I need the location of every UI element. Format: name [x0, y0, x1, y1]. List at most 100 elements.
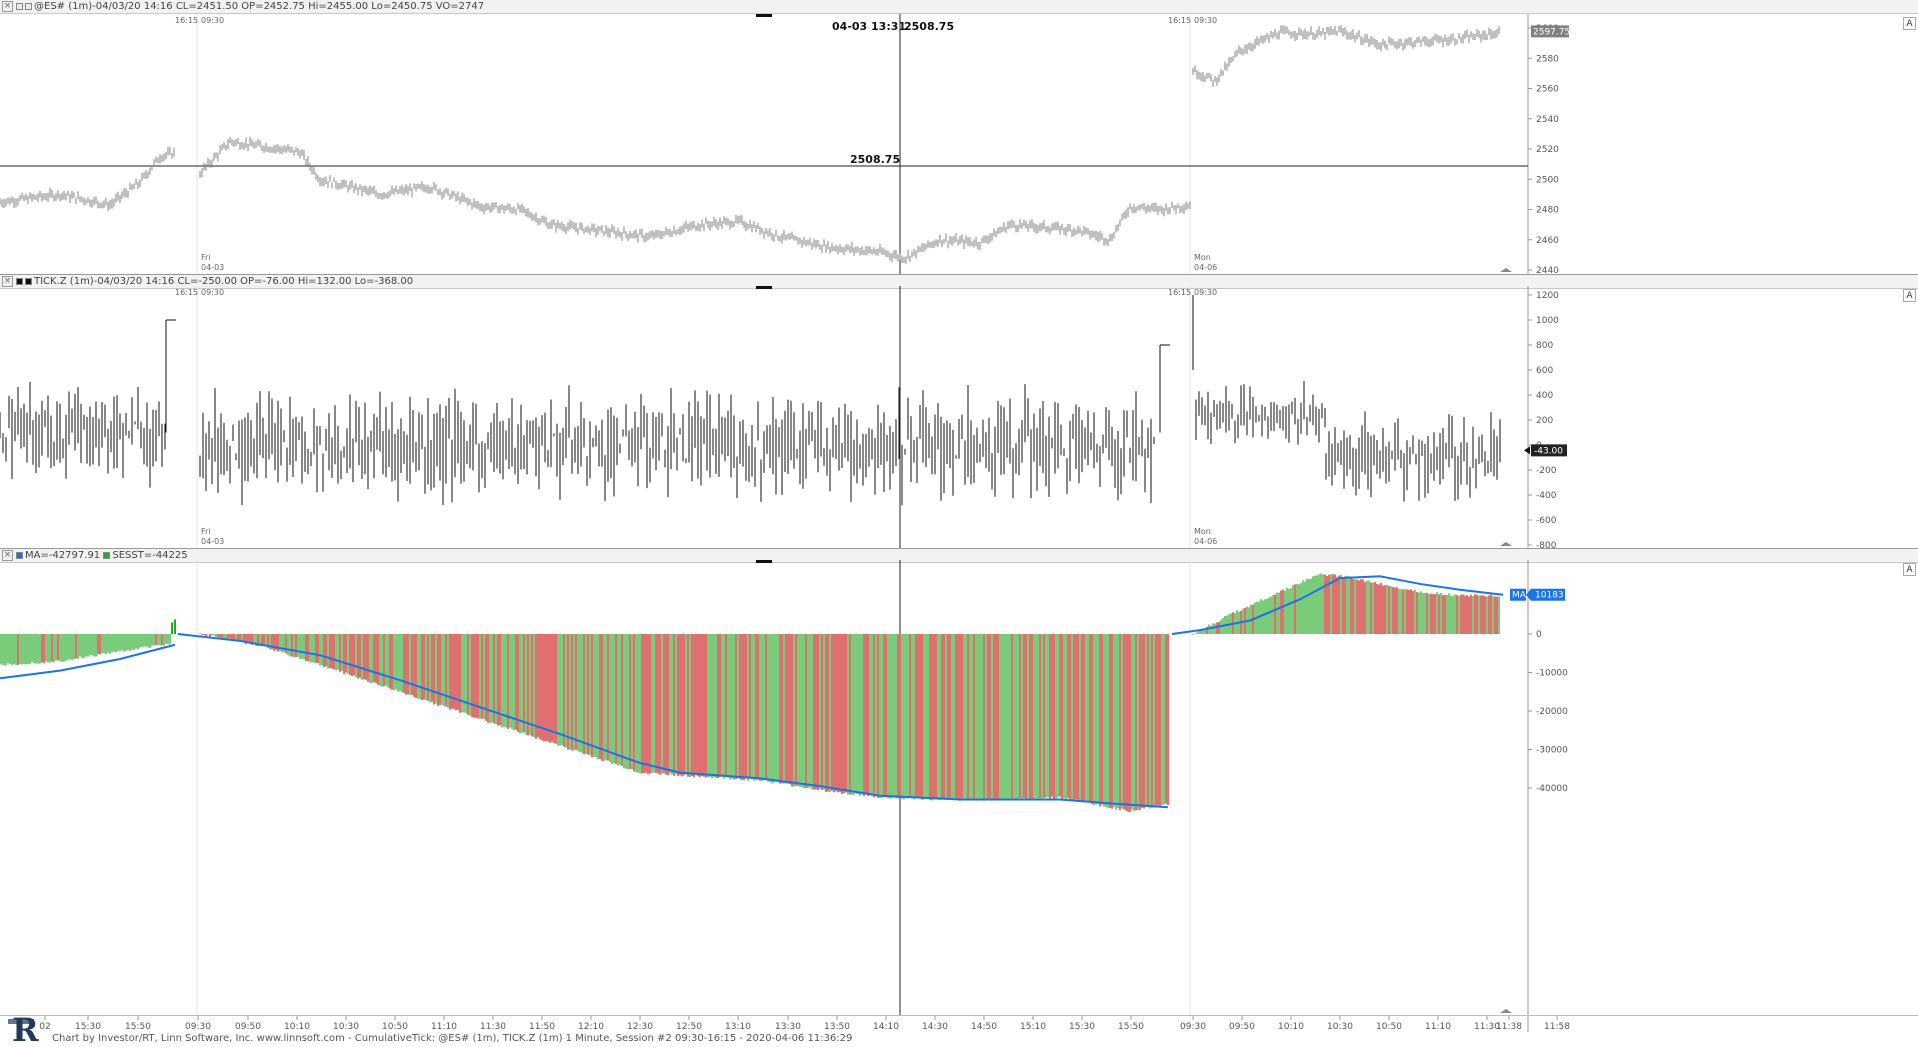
x-axis-tick-label: 11:58 [1544, 1022, 1570, 1032]
x-axis-tick-label: 10:10 [284, 1022, 310, 1032]
x-axis-tick-label: 13:10 [725, 1022, 751, 1032]
last-value-pointer-icon [1524, 446, 1530, 455]
date-label: 04-03 [201, 263, 224, 272]
ma-pointer-icon [1526, 588, 1531, 601]
y-axis-tick-label: 600 [1536, 366, 1553, 376]
crosshair-value-label: 2508.75 [904, 20, 954, 33]
y-axis-tick-label: -200 [1536, 466, 1557, 476]
x-axis-tick-label: 09:30 [185, 1022, 211, 1032]
x-axis-tick-label: 13:30 [775, 1022, 801, 1032]
y-axis-tick-label: -400 [1536, 491, 1557, 501]
symbol-swatch-icon [25, 277, 32, 285]
y-axis-tick-label: 200 [1536, 416, 1553, 426]
cumtick-pane-titlebar: × MA=-42797.91 SESST=-44225 [0, 548, 1918, 563]
x-axis-tick-label: 14:10 [873, 1022, 899, 1032]
autoscale-button[interactable]: A [1903, 289, 1916, 302]
legend-sesst: SESST=-44225 [112, 550, 188, 561]
y-axis-tick-label: 1000 [1536, 316, 1559, 326]
day-label: Mon [1194, 253, 1211, 262]
x-axis-tick-label: 10:50 [1376, 1022, 1402, 1032]
footer-credit: Chart by Investor/RT, Linn Software, Inc… [52, 1033, 853, 1044]
y-axis-tick-label: -800 [1536, 541, 1557, 548]
date-label: 04-06 [1194, 537, 1217, 546]
cumtick-pane: × MA=-42797.91 SESST=-44225 0 -10000 -20000… [0, 548, 1918, 1015]
crosshair-price-label: 2508.75 [850, 153, 900, 166]
time-axis-labels: 02 15:30 15:50 09:30 09:50 10:10 10:30 10:50 11:… [39, 1016, 1570, 1032]
day-label: Fri [201, 527, 211, 536]
ma-swatch-icon [16, 551, 23, 559]
x-axis-tick-label: 15:30 [1069, 1022, 1095, 1032]
pane-resize-handle [756, 286, 772, 289]
tick-chart[interactable]: 120010008006004002000-200-400-600-80016:… [0, 274, 1918, 548]
symbol-swatch-icon [16, 277, 23, 285]
ma-value: 10183 [1535, 591, 1564, 601]
session-start-label: 09:30 [201, 288, 224, 297]
x-axis-tick-label: 11:10 [431, 1022, 457, 1032]
y-axis-tick-label: 2440 [1536, 266, 1559, 274]
price-pane-titlebar: × @ES# (1m)-04/03/20 14:16 CL=2451.50 OP=… [0, 0, 1918, 14]
scroll-indicator-icon [1500, 1009, 1512, 1013]
y-axis-tick-label: 2580 [1536, 54, 1559, 64]
time-axis[interactable]: 02 15:30 15:50 09:30 09:50 10:10 10:30 10:50 11:… [0, 1015, 1918, 1032]
svg-text:R: R [12, 1011, 39, 1045]
cumulative-tick-chart[interactable]: 0 -10000 -20000 -30000 -40000 MA 10183 [0, 548, 1918, 1015]
symbol-swatch-icon [16, 2, 23, 10]
close-pane-icon[interactable]: × [2, 550, 13, 561]
ma-tag [1510, 588, 1526, 601]
x-axis-tick-label: 14:50 [971, 1022, 997, 1032]
ma-line [1171, 575, 1504, 635]
y-axis-tick-label: 2520 [1536, 145, 1559, 155]
x-axis-tick-label: 09:50 [1229, 1022, 1255, 1032]
x-axis-tick-label: 12:50 [676, 1022, 702, 1032]
x-axis-tick-label: 11:38 [1496, 1022, 1522, 1032]
x-axis-tick-label: 10:30 [333, 1022, 359, 1032]
x-axis-tick-label: 15:50 [1118, 1022, 1144, 1032]
price-pane-title: @ES# (1m)-04/03/20 14:16 CL=2451.50 OP=2… [34, 1, 485, 12]
logo-icon: R [8, 1011, 39, 1045]
session-start-label: 09:30 [1194, 288, 1217, 297]
price-chart[interactable]: 26002580256025402520250024802460244016:1… [0, 0, 1918, 274]
y-axis-tick-label: -600 [1536, 516, 1557, 526]
x-axis-tick-label: 10:30 [1327, 1022, 1353, 1032]
x-axis-tick-label: 15:30 [75, 1022, 101, 1032]
last-price-tag [1531, 25, 1569, 38]
last-value-tag [1531, 444, 1567, 457]
ma-line [0, 643, 176, 680]
x-axis-tick-label: 12:10 [578, 1022, 604, 1032]
tick-pane-title: TICK.Z (1m)-04/03/20 14:16 CL=-250.00 OP… [34, 276, 414, 287]
price-pane: × @ES# (1m)-04/03/20 14:16 CL=2451.50 OP=… [0, 0, 1918, 274]
x-axis-tick-label: 12:30 [627, 1022, 653, 1032]
y-axis-tick-label: -30000 [1536, 746, 1568, 756]
y-axis-tick-label: 800 [1536, 341, 1553, 351]
x-axis-tick-label: 10:10 [1278, 1022, 1304, 1032]
close-pane-icon[interactable]: × [2, 276, 13, 287]
last-value: -43.00 [1534, 446, 1563, 456]
y-axis-tick-label: -20000 [1536, 707, 1568, 717]
autoscale-button[interactable]: A [1903, 563, 1916, 576]
x-axis-tick-label: 02 [39, 1022, 50, 1032]
autoscale-button[interactable]: A [1903, 17, 1916, 30]
session-start-label: 09:30 [201, 16, 224, 25]
x-axis-tick-label: 11:30 [1474, 1022, 1500, 1032]
last-price-value: 2597.75 [1533, 27, 1570, 37]
scroll-indicator-icon [1500, 268, 1512, 272]
day-label: Fri [201, 253, 211, 262]
session-end-label: 16:15 [1168, 288, 1191, 297]
session-end-label: 16:15 [175, 16, 198, 25]
symbol-swatch-icon [25, 2, 32, 10]
tick-pane: × TICK.Z (1m)-04/03/20 14:16 CL=-250.00 O… [0, 274, 1918, 548]
close-pane-icon[interactable]: × [2, 1, 13, 12]
y-axis-tick-label: 400 [1536, 391, 1553, 401]
y-axis-tick-label: 2500 [1536, 175, 1559, 185]
y-axis-tick-label: 2560 [1536, 85, 1559, 95]
x-axis-tick-label: 09:50 [235, 1022, 261, 1032]
y-axis-tick-label: 2540 [1536, 115, 1559, 125]
ma-tag-label: MA [1512, 591, 1527, 601]
day-label: Mon [1194, 527, 1211, 536]
ma-value-tag [1531, 588, 1565, 601]
pane-resize-handle [756, 14, 772, 17]
x-axis-tick-label: 09:30 [1180, 1022, 1206, 1032]
x-axis-tick-label: 11:30 [480, 1022, 506, 1032]
y-axis-tick-label: 1200 [1536, 291, 1559, 301]
crosshair-time-label: 04-03 13:31 [832, 20, 906, 33]
